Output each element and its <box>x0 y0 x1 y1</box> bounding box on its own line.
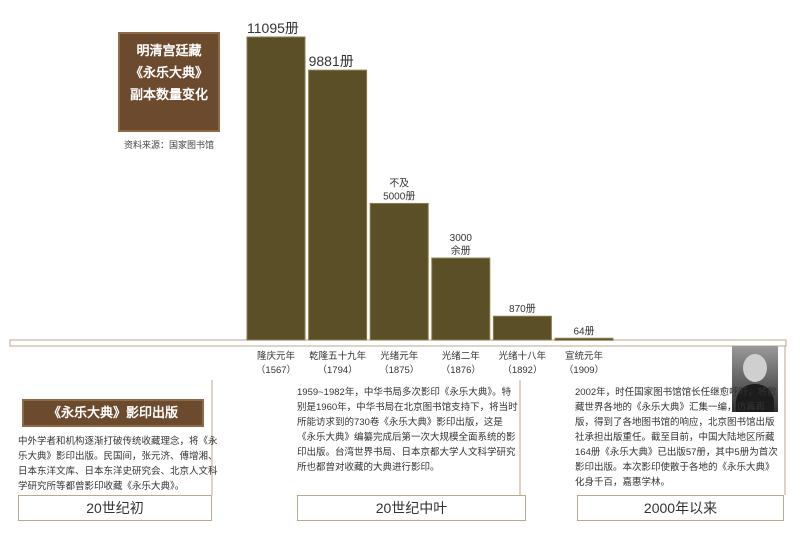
bar-4 <box>431 257 491 341</box>
portrait-shoulders <box>736 384 774 412</box>
data-label-3-1: 不及 <box>389 177 409 189</box>
data-label-5-1: 870册 <box>509 304 536 315</box>
data-label-4-2: 余册 <box>451 244 471 257</box>
x-tick-year-2: （1794） <box>318 364 358 376</box>
era1-paragraph: 中外学者和机构逐渐打破传统收藏理念，将《永乐大典》影印出版。民国间，张元济、傅增… <box>18 436 218 492</box>
chart-title-line-1: 明清宫廷藏 <box>136 43 202 58</box>
period-box-2: 20世纪中叶 <box>297 495 526 521</box>
baseline-band <box>9 339 787 347</box>
era2-paragraph: 1959~1982年，中华书局多次影印《永乐大典》。特别是1960年，中华书局在… <box>297 387 518 473</box>
x-tick-year-6: （1909） <box>564 364 604 376</box>
portrait-head <box>743 354 767 382</box>
bar-1 <box>246 36 306 341</box>
x-tick-label-5: 光绪十八年 <box>499 350 547 362</box>
data-label-6-1: 64册 <box>573 326 594 337</box>
era1-title: 《永乐大典》影印出版 <box>22 399 204 427</box>
portrait-photo <box>732 346 778 412</box>
x-tick-year-1: （1567） <box>256 364 296 376</box>
chart-title-line-2: 《永乐大典》 <box>129 65 208 80</box>
data-label-4-1: 3000 <box>450 233 473 244</box>
x-tick-year-3: （1875） <box>379 364 419 376</box>
period-box-3: 2000年以来 <box>577 495 784 521</box>
data-label-1-1: 11095册 <box>247 20 299 36</box>
era3-paragraph: 2002年，时任国家图书馆馆长任继愈呼吁，将散藏世界各地的《永乐大典》汇集一编，… <box>575 387 778 488</box>
bar-2 <box>308 69 368 341</box>
bar-6 <box>554 337 614 341</box>
x-tick-year-4: （1876） <box>441 364 481 376</box>
data-label-2-1: 9881册 <box>309 53 354 69</box>
bar-5 <box>492 315 552 341</box>
x-tick-year-5: （1892） <box>502 364 542 376</box>
x-tick-label-3: 光绪元年 <box>380 350 419 362</box>
chart-title-line-3: 副本数量变化 <box>129 87 208 102</box>
x-tick-label-6: 宣统元年 <box>565 350 604 362</box>
period-box-1: 20世纪初 <box>18 495 212 521</box>
chart-title-box: 明清宫廷藏 《永乐大典》 副本数量变化 <box>118 32 220 132</box>
source-note: 资料来源：国家图书馆 <box>124 140 215 150</box>
x-tick-label-2: 乾隆五十九年 <box>309 350 367 362</box>
x-tick-label-4: 光绪二年 <box>442 350 481 362</box>
bar-3 <box>369 202 429 341</box>
x-tick-label-1: 隆庆元年 <box>257 350 296 362</box>
data-label-3-2: 5000册 <box>383 191 415 202</box>
